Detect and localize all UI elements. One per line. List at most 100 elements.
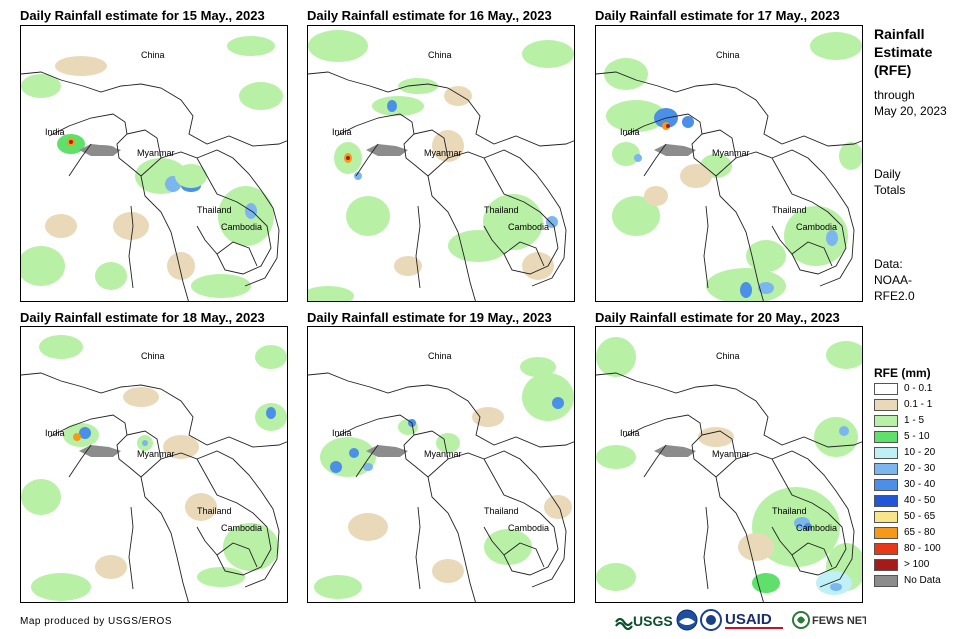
usgs-logo-text: USGS [633,613,673,629]
country-label-china: China [716,351,740,361]
legend-label: 40 - 50 [904,495,936,506]
rainfall-area [810,32,862,60]
legend-label: 65 - 80 [904,527,936,538]
rainfall-area [113,212,149,240]
country-label-thailand: Thailand [197,205,232,215]
rainfall-area [522,373,574,421]
rainfall-area [830,583,842,591]
panel-title: Daily Rainfall estimate for 18 May., 202… [20,310,265,325]
rainfall-area [814,417,858,457]
legend-item: 1 - 5 [874,415,964,429]
country-border [128,205,134,289]
rainfall-area [142,440,148,446]
legend-item: No Data [874,575,964,589]
rainfall-area [314,575,362,599]
rainfall-area [185,493,217,521]
rainfall-area [363,463,373,471]
title-line-2: Estimate [874,44,933,60]
legend-item: 20 - 30 [874,463,964,477]
panel-title: Daily Rainfall estimate for 16 May., 202… [307,8,552,23]
rainfall-area [308,286,354,301]
panel-title: Daily Rainfall estimate for 19 May., 202… [307,310,552,325]
country-border [427,452,559,576]
country-border [355,444,379,478]
rainfall-area [606,100,666,132]
legend-swatch [874,527,898,539]
rainfall-area [167,252,195,280]
rainfall-area [596,337,636,377]
through-date: May 20, 2023 [874,104,947,118]
rainfall-area [330,461,342,473]
rainfall-area [522,252,554,280]
country-border [596,71,862,147]
rainfall-area [839,142,862,170]
country-label-thailand: Thailand [772,506,807,516]
rainfall-map-panel: China India Myanmar Thailand Cambodia [307,326,575,603]
country-label-india: India [332,428,352,438]
country-border [715,151,847,275]
legend-label: 5 - 10 [904,431,930,442]
rainfall-area [197,567,245,587]
legend-item: > 100 [874,559,964,573]
country-border [48,414,189,602]
panel-title: Daily Rainfall estimate for 17 May., 202… [595,8,840,23]
rainfall-area [95,262,127,290]
through-label: through [874,88,915,102]
country-border [791,542,833,568]
rainfall-area [758,282,774,294]
rainfall-area [372,96,424,116]
legend-swatch [874,415,898,427]
country-border [335,414,476,602]
legend-item: 10 - 20 [874,447,964,461]
legend-swatch [874,559,898,571]
rainfall-area [163,435,199,459]
legend-swatch [874,463,898,475]
rainfall-area [95,555,127,579]
no-data-area [79,445,121,457]
country-border [413,129,449,159]
rainfall-area [255,345,287,369]
country-label-myanmar: Myanmar [712,148,750,158]
rainfall-map [308,30,574,301]
country-label-india: India [620,428,640,438]
legend-swatch [874,447,898,459]
country-label-india: India [620,127,640,137]
country-border [335,113,476,301]
rainfall-area [520,357,556,377]
no-data-area [366,445,408,457]
country-label-myanmar: Myanmar [424,148,462,158]
legend-swatch [874,543,898,555]
no-data-area [79,144,121,156]
legend-item: 5 - 10 [874,431,964,445]
rainfall-area [39,335,83,359]
legend-item: 0 - 0.1 [874,383,964,397]
rainfall-area [444,86,472,106]
rainfall-area [398,78,438,94]
rainfall-area [552,397,564,409]
country-label-cambodia: Cambodia [796,523,838,533]
rainfall-area [394,256,422,276]
country-label-myanmar: Myanmar [137,148,175,158]
rainfall-area [349,448,359,458]
rainfall-map [21,335,287,602]
country-label-china: China [428,50,452,60]
country-label-thailand: Thailand [484,205,519,215]
country-border [21,372,287,448]
country-border [703,506,709,590]
country-border [771,450,855,588]
agency-logos: USGS USAID FEWS NET [614,608,869,632]
legend-heading: Rainfall Estimate (RFE) [874,25,932,79]
usaid-logo: USAID [724,608,790,632]
country-border [126,129,162,159]
rainfall-area [432,559,464,583]
rainfall-area [634,154,642,162]
rainfall-area [239,82,283,110]
legend-title: RFE (mm) [874,366,931,380]
rainfall-area [484,529,532,565]
legend-swatch [874,511,898,523]
country-border [415,506,421,590]
country-label-thailand: Thailand [772,205,807,215]
legend-label: 0.1 - 1 [904,399,933,410]
country-border [715,452,847,576]
legend-label: 20 - 30 [904,463,936,474]
